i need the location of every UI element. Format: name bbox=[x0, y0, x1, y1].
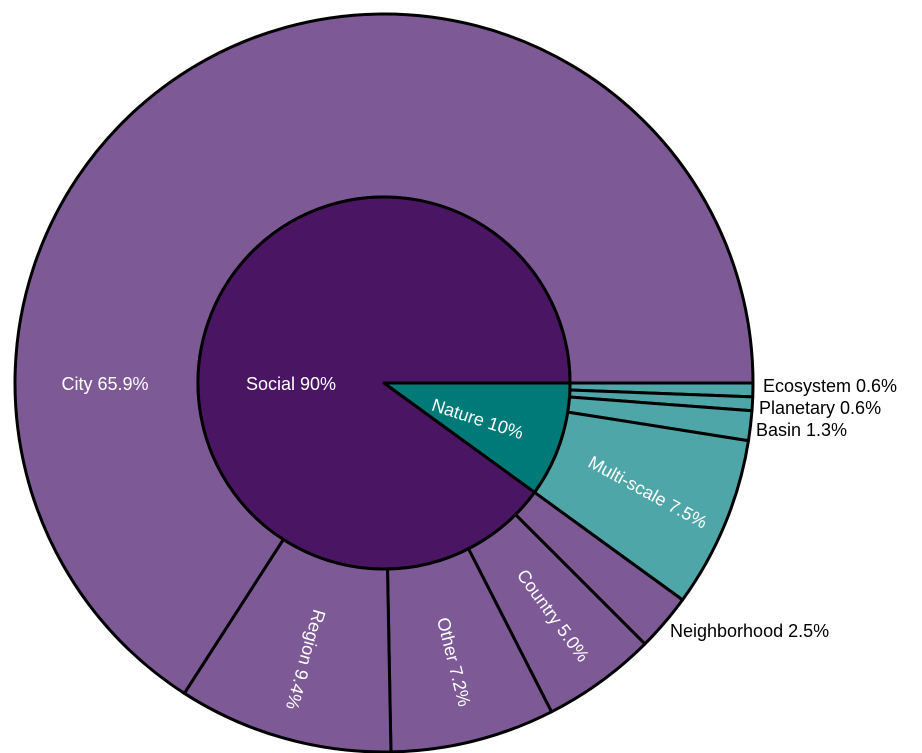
inner-slice-social bbox=[196, 195, 572, 571]
outer-label-neighborhood: Neighborhood 2.5% bbox=[670, 621, 829, 641]
outer-label-basin: Basin 1.3% bbox=[756, 420, 847, 440]
outer-label-ecosystem: Ecosystem 0.6% bbox=[763, 376, 897, 396]
outer-label-planetary: Planetary 0.6% bbox=[759, 398, 881, 418]
outer-label-city: City 65.9% bbox=[61, 374, 148, 394]
inner-ring bbox=[196, 195, 572, 571]
outer-ring bbox=[13, 12, 755, 753]
inner-slice-nature bbox=[382, 381, 572, 494]
inner-label-social: Social 90% bbox=[246, 374, 336, 394]
